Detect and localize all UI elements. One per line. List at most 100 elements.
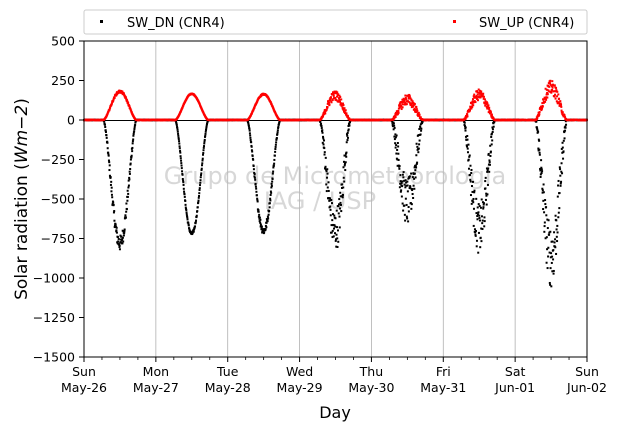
data-point: [126, 189, 129, 192]
data-point: [273, 158, 276, 161]
y-tick-label: −250: [41, 152, 75, 167]
data-point: [183, 190, 186, 193]
data-point: [478, 205, 481, 208]
data-point: [343, 162, 346, 165]
data-point: [202, 153, 205, 156]
data-point: [540, 172, 543, 175]
data-point: [273, 154, 276, 157]
data-point: [490, 143, 493, 146]
data-point: [250, 149, 253, 152]
data-point: [558, 166, 561, 169]
data-point: [275, 137, 278, 140]
data-point: [466, 138, 469, 141]
data-point: [104, 129, 107, 132]
data-point: [199, 176, 202, 179]
data-point: [182, 179, 185, 182]
data-point: [322, 137, 325, 140]
data-point: [543, 230, 546, 233]
series-sw-up: [83, 79, 588, 122]
data-point: [250, 145, 253, 148]
data-point: [550, 85, 553, 88]
data-point: [194, 221, 197, 224]
data-point: [554, 214, 557, 217]
y-tick-label: −500: [41, 192, 75, 207]
data-point: [198, 103, 201, 106]
data-point: [550, 252, 553, 255]
data-point: [544, 87, 547, 90]
y-tick-label: −750: [41, 231, 75, 246]
data-point: [408, 101, 411, 104]
data-point: [259, 221, 262, 224]
data-point: [344, 112, 347, 115]
data-point: [107, 159, 110, 162]
legend-label-sw-dn: SW_DN (CNR4): [127, 16, 225, 31]
data-point: [132, 138, 135, 141]
data-point: [130, 111, 133, 114]
data-point: [133, 126, 136, 129]
y-tick-label: 250: [51, 73, 75, 88]
data-point: [537, 130, 540, 133]
data-point: [415, 111, 418, 114]
data-point: [329, 205, 332, 208]
data-point: [487, 152, 490, 155]
data-point: [488, 170, 491, 173]
data-point: [404, 96, 407, 99]
data-point: [466, 115, 469, 118]
data-point: [205, 127, 208, 130]
data-point: [415, 142, 418, 145]
data-point: [483, 98, 486, 101]
data-point: [183, 193, 186, 196]
data-point: [340, 186, 343, 189]
data-point: [336, 229, 339, 232]
data-point: [321, 129, 324, 132]
data-point: [344, 161, 347, 164]
data-point: [404, 101, 407, 104]
data-point: [265, 226, 268, 229]
data-point: [338, 94, 341, 97]
data-point: [466, 134, 469, 137]
data-point: [547, 219, 550, 222]
data-point: [198, 189, 201, 192]
data-point: [413, 177, 416, 180]
data-point: [119, 238, 122, 241]
data-point: [544, 203, 547, 206]
data-point: [191, 231, 194, 234]
data-point: [276, 132, 279, 135]
data-point: [267, 217, 270, 220]
data-point: [492, 125, 495, 128]
data-point: [324, 166, 327, 169]
data-point: [404, 197, 407, 200]
data-point: [402, 100, 405, 103]
data-point: [198, 195, 201, 198]
data-point: [131, 150, 134, 153]
data-point: [481, 227, 484, 230]
data-point: [341, 183, 344, 186]
data-point: [392, 128, 395, 131]
data-point: [545, 93, 548, 96]
data-point: [492, 122, 495, 125]
data-point: [542, 101, 545, 104]
y-axis-label-close: ): [12, 98, 32, 105]
data-point: [180, 162, 183, 165]
data-point: [269, 197, 272, 200]
data-point: [194, 225, 197, 228]
data-point: [346, 134, 349, 137]
data-point: [176, 130, 179, 133]
data-point: [257, 209, 260, 212]
data-point: [485, 194, 488, 197]
data-point: [467, 167, 470, 170]
watermark-line-1: Grupo de Micrometeorologia: [164, 162, 506, 190]
data-point: [395, 134, 398, 137]
data-point: [179, 150, 182, 153]
data-point: [260, 225, 263, 228]
data-point: [123, 232, 126, 235]
data-point: [397, 111, 400, 114]
data-point: [112, 211, 115, 214]
data-point: [405, 215, 408, 218]
data-point: [204, 130, 207, 133]
data-point: [273, 162, 276, 165]
data-point: [344, 109, 347, 112]
data-point: [394, 133, 397, 136]
data-point: [121, 242, 124, 245]
data-point: [486, 102, 489, 105]
